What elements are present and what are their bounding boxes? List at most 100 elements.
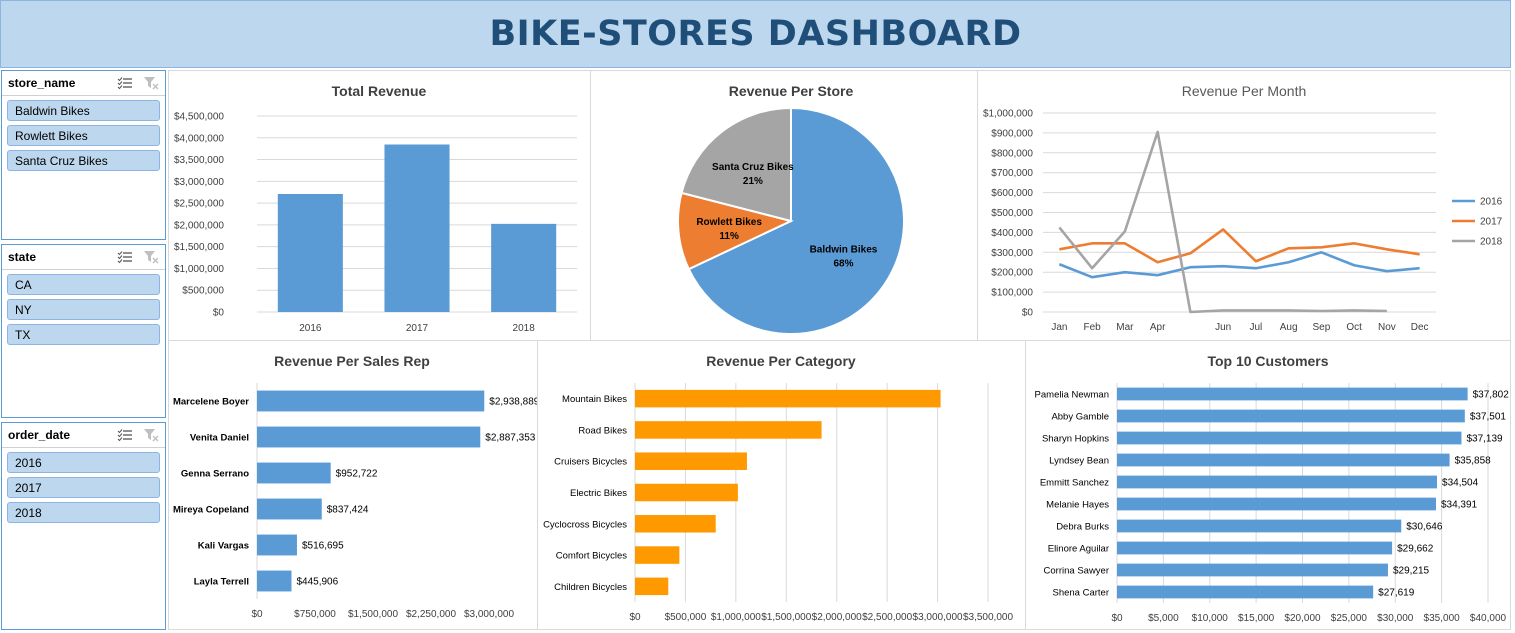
multi-select-icon[interactable]: [117, 250, 133, 264]
dashboard-title: BIKE-STORES DASHBOARD: [489, 14, 1022, 54]
bar-layla-terrell[interactable]: [257, 570, 292, 592]
x-tick-label: Apr: [1150, 322, 1166, 333]
bar-elinore-aguilar[interactable]: [1117, 541, 1393, 555]
bar-2016[interactable]: [277, 193, 343, 312]
slicer-item-ca[interactable]: CA: [7, 274, 160, 295]
bar-2017[interactable]: [384, 144, 450, 312]
line-series-2017[interactable]: [1059, 228, 1420, 264]
y-tick-label: $500,000: [182, 286, 224, 297]
bar-melanie-hayes[interactable]: [1117, 497, 1436, 511]
data-label: $34,504: [1442, 478, 1479, 489]
bar-genna-serrano[interactable]: [257, 462, 331, 484]
x-tick-label: $0: [629, 612, 641, 623]
bar-mireya-copeland[interactable]: [257, 498, 322, 520]
data-label: $952,722: [336, 469, 378, 480]
category-label: Electric Bikes: [570, 488, 627, 499]
y-tick-label: $800,000: [991, 148, 1033, 159]
chart-svg: Revenue Per Month $0 $100,000 $200,000 $300,…: [983, 83, 1503, 333]
category-label: Pamelia Newman: [1035, 390, 1109, 401]
bar-cyclocross-bicycles[interactable]: [635, 515, 716, 533]
slicer-item-2016[interactable]: 2016: [7, 452, 160, 473]
slice-label: Rowlett Bikes: [696, 217, 762, 228]
category-label: Sharyn Hopkins: [1042, 434, 1109, 445]
y-tick-label: $4,000,000: [174, 133, 224, 144]
line-series-2016[interactable]: [1058, 251, 1420, 279]
slicer-item-ny[interactable]: NY: [7, 299, 160, 320]
x-tick-label: Sep: [1312, 322, 1330, 333]
chart-total-revenue: Total Revenue $0 $500,000 $1,000,000 $1,500,…: [168, 70, 591, 341]
x-tick-label: $2,250,000: [406, 609, 456, 620]
bar-cruisers-bicycles[interactable]: [635, 452, 747, 470]
slicer-item-santa-cruz-bikes[interactable]: Santa Cruz Bikes: [7, 150, 160, 171]
y-tick-label: $3,500,000: [174, 155, 224, 166]
y-tick-label: $900,000: [991, 128, 1033, 139]
x-tick-label: $3,000,000: [913, 612, 963, 623]
y-tick-label: $300,000: [991, 248, 1033, 259]
slicer-item-rowlett-bikes[interactable]: Rowlett Bikes: [7, 125, 160, 146]
pie-slice-baldwin-bikes[interactable]: [687, 106, 905, 335]
multi-select-icon[interactable]: [117, 428, 133, 442]
x-tick-label: $5,000: [1148, 613, 1179, 624]
x-tick-label: $0: [251, 609, 263, 620]
slicer-order-date: order_date 2016 2017 2018: [1, 422, 166, 630]
category-label: Shena Carter: [1052, 588, 1109, 599]
category-label: Corrina Sawyer: [1044, 566, 1109, 577]
pie-slice-santa-cruz-bikes[interactable]: [680, 106, 792, 223]
bar-corrina-sawyer[interactable]: [1117, 563, 1388, 577]
data-label: $445,906: [296, 577, 338, 588]
x-tick-label: Jun: [1215, 322, 1231, 333]
bar-abby-gamble[interactable]: [1117, 409, 1465, 423]
data-label: $27,619: [1378, 588, 1415, 599]
clear-filter-icon[interactable]: [143, 250, 159, 264]
bar-debra-burks[interactable]: [1117, 519, 1402, 533]
x-tick-label: Jul: [1249, 322, 1262, 333]
bar-emmitt-sanchez[interactable]: [1117, 475, 1438, 489]
legend-label: 2017: [1480, 217, 1503, 228]
bar-lyndsey-bean[interactable]: [1117, 453, 1450, 467]
y-tick-label: $400,000: [991, 228, 1033, 239]
x-tick-label: $25,000: [1331, 613, 1368, 624]
x-tick-label: $1,500,000: [761, 612, 811, 623]
bar-pamelia-newman[interactable]: [1117, 387, 1468, 401]
line-series-2018[interactable]: [1058, 130, 1387, 314]
x-tick-label: Jan: [1051, 322, 1067, 333]
bar-marcelene-boyer[interactable]: [257, 390, 485, 412]
bar-children-bicycles[interactable]: [635, 577, 669, 596]
slicer-item-baldwin-bikes[interactable]: Baldwin Bikes: [7, 100, 160, 121]
bar-mountain-bikes[interactable]: [635, 389, 941, 408]
category-label: Abby Gamble: [1051, 412, 1109, 423]
x-tick-label: $1,000,000: [711, 612, 761, 623]
clear-filter-icon[interactable]: [143, 428, 159, 442]
pie-slice-rowlett-bikes[interactable]: [677, 191, 794, 271]
multi-select-icon[interactable]: [117, 76, 133, 90]
y-tick-label: $200,000: [991, 268, 1033, 279]
x-tick-label: $3,000,000: [464, 609, 514, 620]
category-label: Genna Serrano: [181, 469, 249, 480]
bar-shena-carter[interactable]: [1117, 585, 1374, 599]
slice-label: Santa Cruz Bikes: [712, 162, 794, 173]
bar-kali-vargas[interactable]: [257, 534, 297, 556]
y-tick-label: $2,000,000: [174, 220, 224, 231]
chart-svg: Top 10 Customers $0 $5,000 $10,000 $15,000 $2…: [1035, 353, 1510, 624]
slicer-item-2017[interactable]: 2017: [7, 477, 160, 498]
category-label: Cyclocross Bicycles: [543, 519, 627, 530]
category-label: Mountain Bikes: [562, 394, 627, 405]
bar-sharyn-hopkins[interactable]: [1117, 431, 1462, 445]
bar-2018[interactable]: [491, 223, 557, 312]
bar-road-bikes[interactable]: [635, 421, 822, 439]
slicer-item-2018[interactable]: 2018: [7, 502, 160, 523]
category-label: Road Bikes: [578, 425, 627, 436]
category-label: Venita Daniel: [190, 433, 249, 444]
bar-venita-daniel[interactable]: [257, 426, 481, 448]
dashboard-header: BIKE-STORES DASHBOARD: [0, 0, 1511, 68]
slicer-item-tx[interactable]: TX: [7, 324, 160, 345]
clear-filter-icon[interactable]: [143, 76, 159, 90]
chart-svg: Revenue Per Sales Rep $0 $750,000 $1,500,00…: [173, 353, 537, 620]
data-label: $29,662: [1397, 544, 1434, 555]
y-tick-label: $500,000: [991, 208, 1033, 219]
x-tick-label: $500,000: [665, 612, 707, 623]
bar-comfort-bicycles[interactable]: [635, 546, 680, 564]
y-tick-label: $2,500,000: [174, 199, 224, 210]
bar-electric-bikes[interactable]: [635, 483, 738, 502]
y-tick-label: $700,000: [991, 168, 1033, 179]
